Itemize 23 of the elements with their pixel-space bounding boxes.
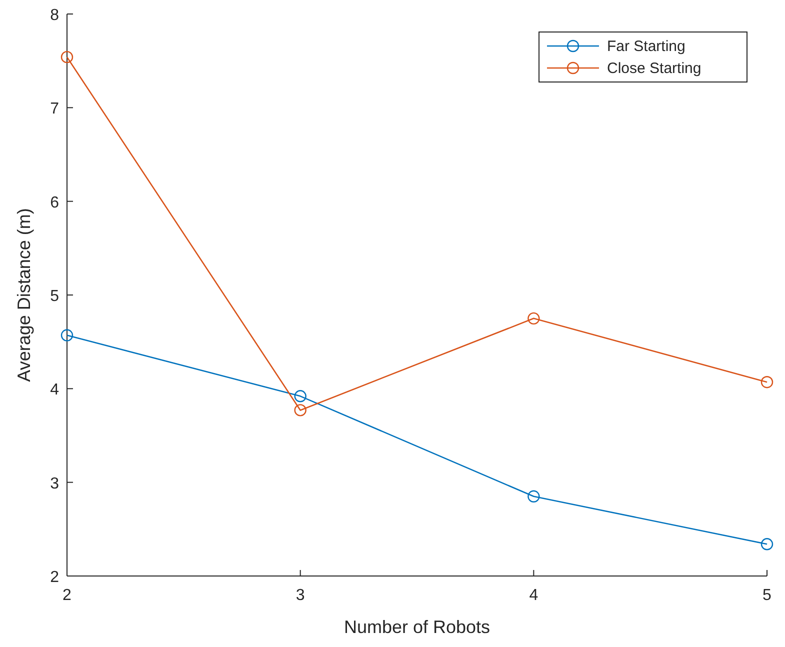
legend-label: Close Starting xyxy=(607,60,702,77)
point xyxy=(60,329,74,342)
x-tick-label: 5 xyxy=(762,587,772,604)
y-tick-label: 4 xyxy=(50,382,60,399)
legend-label: Far Starting xyxy=(607,38,686,55)
y-tick-label: 2 xyxy=(50,569,60,586)
y-tick-label: 7 xyxy=(50,100,60,118)
point xyxy=(294,390,306,402)
point xyxy=(294,404,306,416)
x-tick-label: 3 xyxy=(296,587,305,604)
x-tick-label: 2 xyxy=(62,587,72,604)
y-tick-label: 3 xyxy=(50,475,60,492)
x-axis-title: Number of Robots xyxy=(344,617,490,637)
y-tick-label: 8 xyxy=(50,7,60,24)
y-tick-label: 5 xyxy=(50,288,60,305)
point xyxy=(760,376,774,388)
y-axis-title: Average Distance (m) xyxy=(14,208,34,382)
point xyxy=(528,490,540,502)
point xyxy=(760,538,774,550)
point xyxy=(528,312,540,325)
x-tick-label: 4 xyxy=(529,587,538,604)
y-tick-label: 6 xyxy=(50,194,60,212)
point xyxy=(60,50,74,64)
